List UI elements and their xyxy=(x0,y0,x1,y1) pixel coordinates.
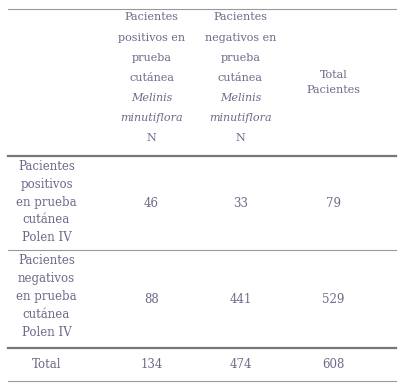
Text: 608: 608 xyxy=(322,358,345,371)
Text: prueba: prueba xyxy=(220,53,261,63)
Text: Polen IV: Polen IV xyxy=(21,231,72,244)
Text: cutánea: cutánea xyxy=(129,73,174,83)
Text: 88: 88 xyxy=(144,293,159,306)
Text: N: N xyxy=(147,133,156,144)
Text: 33: 33 xyxy=(233,197,248,210)
Text: 441: 441 xyxy=(229,293,252,306)
Text: cutánea: cutánea xyxy=(23,213,70,227)
Text: Melinis: Melinis xyxy=(220,93,261,103)
Text: Pacientes: Pacientes xyxy=(124,12,179,23)
Text: Pacientes: Pacientes xyxy=(18,254,75,267)
Text: 79: 79 xyxy=(326,197,341,210)
Text: Melinis: Melinis xyxy=(131,93,172,103)
Text: cutánea: cutánea xyxy=(218,73,263,83)
Text: minutiflora: minutiflora xyxy=(120,113,183,123)
Text: negativos: negativos xyxy=(18,272,75,285)
Text: 529: 529 xyxy=(322,293,345,306)
Text: en prueba: en prueba xyxy=(16,196,77,209)
Text: 134: 134 xyxy=(140,358,163,371)
Text: positivos en: positivos en xyxy=(118,33,185,43)
Text: prueba: prueba xyxy=(131,53,172,63)
Text: cutánea: cutánea xyxy=(23,308,70,321)
Text: Pacientes: Pacientes xyxy=(213,12,267,23)
Text: en prueba: en prueba xyxy=(16,290,77,303)
Text: 46: 46 xyxy=(144,197,159,210)
Text: Total: Total xyxy=(32,358,61,371)
Text: negativos en: negativos en xyxy=(205,33,276,43)
Text: Polen IV: Polen IV xyxy=(21,326,72,339)
Text: N: N xyxy=(236,133,245,144)
Text: Total
Pacientes: Total Pacientes xyxy=(306,70,360,95)
Text: minutiflora: minutiflora xyxy=(209,113,272,123)
Text: 474: 474 xyxy=(229,358,252,371)
Text: Pacientes: Pacientes xyxy=(18,160,75,173)
Text: positivos: positivos xyxy=(20,178,73,191)
